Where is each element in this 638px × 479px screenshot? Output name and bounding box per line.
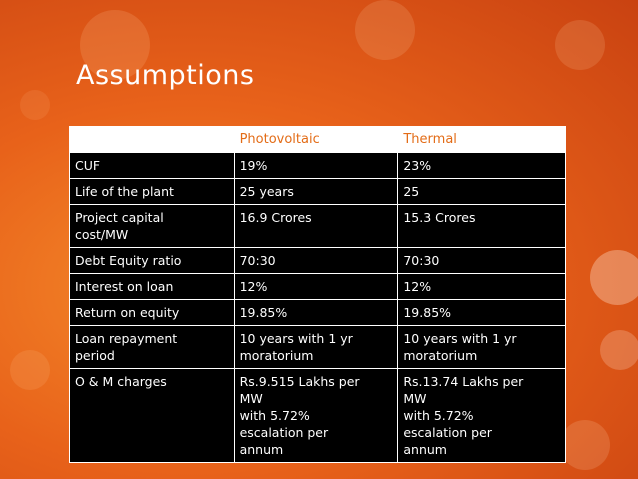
cell-thermal: 23%: [397, 152, 566, 179]
cell-text-line: 19.85%: [403, 305, 452, 320]
table-row: Debt Equity ratio 70:30 70:30: [69, 247, 566, 274]
header-cell-blank: [69, 126, 235, 153]
cell-photovoltaic: 70:30: [233, 247, 399, 274]
table-row: O & M charges Rs.9.515 Lakhs per MW with 5.…: [69, 368, 566, 463]
cell-thermal: Rs.13.74 Lakhs per MW with 5.72% escalation…: [397, 368, 566, 463]
cell-parameter: O & M charges: [69, 368, 235, 463]
cell-photovoltaic: Rs.9.515 Lakhs per MW with 5.72% escalation…: [233, 368, 399, 463]
cell-text-line: Life of the plant: [75, 184, 174, 199]
cell-text-line: 25 years: [239, 184, 294, 199]
background-bokeh: [555, 20, 605, 70]
cell-parameter: Loan repayment period: [69, 325, 235, 369]
cell-text-line: moratorium: [403, 348, 478, 363]
cell-text-line: 10 years with 1 yr: [239, 331, 353, 346]
slide-title: Assumptions: [76, 60, 255, 91]
cell-parameter: Project capital cost/MW: [69, 204, 235, 248]
table-header-row: Photovoltaic Thermal: [69, 126, 566, 153]
table-row: CUF 19% 23%: [69, 152, 566, 179]
cell-text-line: 15.3 Crores: [403, 210, 476, 225]
table-row: Loan repayment period 10 years with 1 yr mo…: [69, 325, 566, 369]
cell-text-line: escalation per: [239, 425, 329, 440]
cell-text-line: 10 years with 1 yr: [403, 331, 517, 346]
background-bokeh: [560, 420, 610, 470]
cell-text-line: 23%: [403, 158, 432, 173]
cell-parameter: CUF: [69, 152, 235, 179]
cell-thermal: 19.85%: [397, 299, 566, 326]
cell-text-line: Rs.9.515 Lakhs per: [239, 374, 360, 389]
cell-parameter: Debt Equity ratio: [69, 247, 235, 274]
cell-parameter: Life of the plant: [69, 178, 235, 205]
cell-text-line: 12%: [239, 279, 268, 294]
table-row: Life of the plant 25 years 25: [69, 178, 566, 205]
cell-text-line: period: [75, 348, 115, 363]
cell-text-line: Interest on loan: [75, 279, 174, 294]
cell-photovoltaic: 25 years: [233, 178, 399, 205]
cell-text-line: cost/MW: [75, 227, 129, 242]
cell-text-line: 25: [403, 184, 420, 199]
cell-parameter: Interest on loan: [69, 273, 235, 300]
cell-text-line: Return on equity: [75, 305, 180, 320]
cell-text-line: with 5.72%: [403, 408, 474, 423]
cell-text-line: O & M charges: [75, 374, 167, 389]
cell-text-line: moratorium: [239, 348, 314, 363]
cell-thermal: 15.3 Crores: [397, 204, 566, 248]
table-row: Interest on loan 12% 12%: [69, 273, 566, 300]
cell-text-line: annum: [239, 442, 284, 457]
cell-photovoltaic: 19.85%: [233, 299, 399, 326]
cell-text-line: MW: [403, 391, 427, 406]
cell-text-line: 70:30: [403, 253, 440, 268]
cell-photovoltaic: 19%: [233, 152, 399, 179]
background-bokeh: [600, 330, 638, 370]
cell-text-line: 16.9 Crores: [239, 210, 312, 225]
cell-text-line: 70:30: [239, 253, 276, 268]
background-bokeh: [20, 90, 50, 120]
cell-photovoltaic: 10 years with 1 yr moratorium: [233, 325, 399, 369]
cell-text-line: 19%: [239, 158, 268, 173]
background-bokeh: [355, 0, 415, 60]
cell-parameter: Return on equity: [69, 299, 235, 326]
cell-text-line: Project capital: [75, 210, 164, 225]
assumptions-table: Photovoltaic Thermal CUF 19% 23% Life of th…: [69, 126, 566, 463]
cell-thermal: 10 years with 1 yr moratorium: [397, 325, 566, 369]
cell-text-line: with 5.72%: [239, 408, 310, 423]
cell-text-line: 19.85%: [239, 305, 288, 320]
cell-text-line: Debt Equity ratio: [75, 253, 182, 268]
cell-text-line: 12%: [403, 279, 432, 294]
background-bokeh: [590, 250, 638, 305]
cell-text-line: CUF: [75, 158, 101, 173]
cell-photovoltaic: 12%: [233, 273, 399, 300]
header-cell-photovoltaic: Photovoltaic: [233, 126, 399, 153]
cell-text-line: Rs.13.74 Lakhs per: [403, 374, 524, 389]
cell-text-line: Loan repayment: [75, 331, 178, 346]
cell-text-line: annum: [403, 442, 447, 457]
cell-thermal: 12%: [397, 273, 566, 300]
cell-thermal: 70:30: [397, 247, 566, 274]
cell-photovoltaic: 16.9 Crores: [233, 204, 399, 248]
cell-text-line: escalation per: [403, 425, 492, 440]
table-row: Return on equity 19.85% 19.85%: [69, 299, 566, 326]
cell-text-line: MW: [239, 391, 263, 406]
table-row: Project capital cost/MW 16.9 Crores 15.3 Cr…: [69, 204, 566, 248]
background-bokeh: [10, 350, 50, 390]
header-cell-thermal: Thermal: [397, 126, 566, 153]
cell-thermal: 25: [397, 178, 566, 205]
